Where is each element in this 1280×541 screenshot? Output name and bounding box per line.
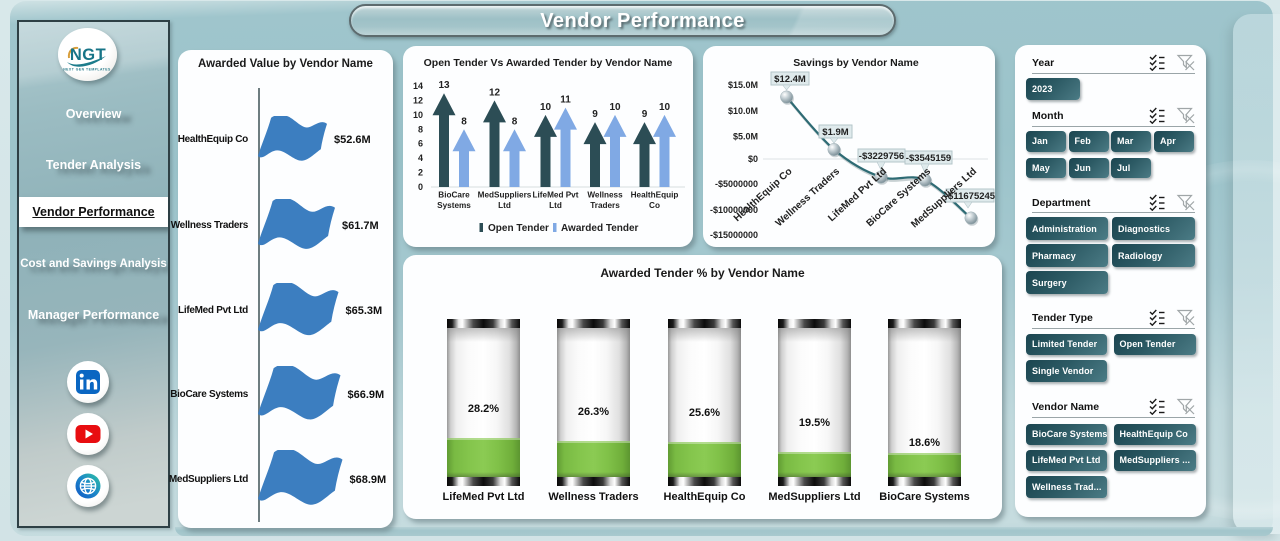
svg-text:Open Tender: Open Tender bbox=[488, 223, 549, 234]
svg-text:MedSuppliers: MedSuppliers bbox=[478, 191, 532, 200]
svg-text:10: 10 bbox=[413, 110, 423, 120]
svg-text:Wellness: Wellness bbox=[587, 191, 623, 200]
svg-text:BioCare: BioCare bbox=[438, 191, 470, 200]
svg-text:$15.0M: $15.0M bbox=[728, 80, 758, 90]
svg-text:12: 12 bbox=[413, 95, 423, 105]
svg-text:9: 9 bbox=[592, 109, 598, 120]
svg-text:$5.0M: $5.0M bbox=[733, 132, 758, 142]
svg-text:NGT: NGT bbox=[70, 46, 106, 64]
svg-text:$12.4M: $12.4M bbox=[774, 74, 806, 85]
svg-text:$1.9M: $1.9M bbox=[822, 127, 848, 138]
svg-text:HealthEquip: HealthEquip bbox=[631, 191, 679, 200]
svg-text:14: 14 bbox=[413, 81, 423, 91]
svg-text:NEXT GEN TEMPLATES: NEXT GEN TEMPLATES bbox=[63, 68, 111, 72]
svg-text:-$11675245: -$11675245 bbox=[945, 191, 995, 202]
svg-text:$0: $0 bbox=[748, 154, 758, 164]
svg-text:$10.0M: $10.0M bbox=[728, 106, 758, 116]
svg-text:4: 4 bbox=[418, 153, 423, 163]
svg-text:13: 13 bbox=[438, 80, 450, 91]
svg-text:Ltd: Ltd bbox=[549, 201, 562, 210]
svg-text:10: 10 bbox=[540, 102, 552, 113]
svg-text:Awarded Tender: Awarded Tender bbox=[561, 223, 639, 234]
svg-text:0: 0 bbox=[418, 182, 423, 192]
svg-text:-$5000000: -$5000000 bbox=[715, 179, 758, 189]
svg-text:-$10000000: -$10000000 bbox=[710, 205, 758, 215]
svg-text:Ltd: Ltd bbox=[498, 201, 511, 210]
svg-text:-$3545159: -$3545159 bbox=[906, 153, 951, 164]
svg-text:8: 8 bbox=[418, 124, 423, 134]
svg-text:-$3229756: -$3229756 bbox=[859, 151, 904, 162]
svg-text:10: 10 bbox=[609, 102, 621, 113]
svg-text:2: 2 bbox=[418, 168, 423, 178]
svg-text:12: 12 bbox=[489, 87, 501, 98]
svg-text:10: 10 bbox=[659, 102, 671, 113]
svg-text:Traders: Traders bbox=[590, 201, 620, 210]
svg-text:LifeMed Pvt: LifeMed Pvt bbox=[533, 191, 579, 200]
svg-text:6: 6 bbox=[418, 139, 423, 149]
svg-text:11: 11 bbox=[560, 95, 571, 106]
svg-text:8: 8 bbox=[461, 116, 467, 127]
svg-text:8: 8 bbox=[512, 116, 518, 127]
svg-text:9: 9 bbox=[642, 109, 648, 120]
svg-text:Systems: Systems bbox=[437, 201, 471, 210]
svg-text:-$15000000: -$15000000 bbox=[710, 230, 758, 240]
svg-text:Co: Co bbox=[649, 201, 660, 210]
